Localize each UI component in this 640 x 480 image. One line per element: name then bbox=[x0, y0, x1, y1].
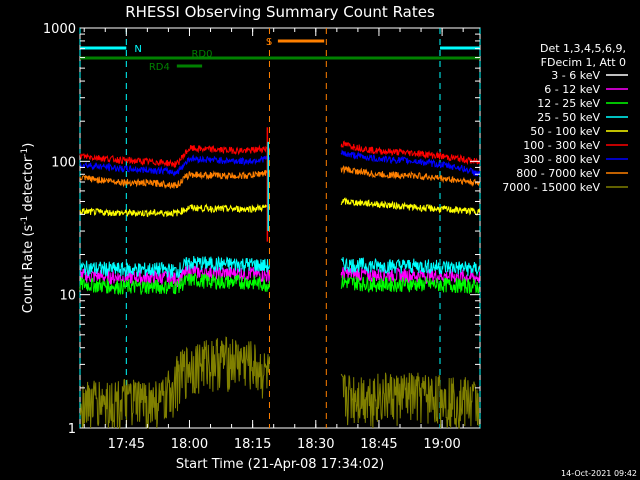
plot-frame bbox=[79, 27, 481, 429]
flag-label: N bbox=[134, 44, 141, 55]
legend-header: FDecim 1, Att 0 bbox=[541, 56, 626, 69]
legend-entry-label: 800 - 7000 keV bbox=[516, 167, 600, 180]
legend-entry-label: 12 - 25 keV bbox=[537, 97, 600, 110]
x-axis-label: Start Time (21-Apr-08 17:34:02) bbox=[176, 457, 384, 472]
footer-timestamp: 14-Oct-2021 09:42 bbox=[561, 469, 637, 478]
series-line bbox=[340, 196, 480, 216]
x-ticks: 17:45 18:00 18:15 18:30 18:45 19:00 bbox=[83, 28, 464, 452]
y-tick-label: 100 bbox=[51, 155, 76, 170]
series-line bbox=[340, 314, 480, 337]
y-tick-label: 10 bbox=[59, 289, 76, 304]
legend-header: Det 1,3,4,5,6,9, bbox=[540, 42, 626, 55]
x-tick-label: 18:15 bbox=[234, 437, 271, 452]
flag-label: RD0 bbox=[191, 49, 212, 60]
series-line bbox=[79, 144, 270, 168]
series-line bbox=[79, 203, 270, 218]
series-line bbox=[340, 266, 480, 285]
legend: Det 1,3,4,5,6,9,FDecim 1, Att 03 - 6 keV… bbox=[502, 42, 628, 194]
series-line bbox=[340, 275, 480, 294]
series-layer bbox=[79, 127, 480, 429]
y-tick-label: 1 bbox=[68, 422, 76, 437]
x-tick-label: 18:30 bbox=[297, 437, 334, 452]
series-line bbox=[79, 306, 270, 339]
y-axis-label: Count Rate (s-1 detector-1) bbox=[20, 143, 36, 314]
flag-label: RD4 bbox=[149, 62, 170, 73]
series-line bbox=[79, 264, 270, 287]
legend-entry-label: 100 - 300 keV bbox=[523, 139, 600, 152]
legend-entry-label: 7000 - 15000 keV bbox=[502, 181, 600, 194]
series-line bbox=[79, 255, 270, 279]
y-ticks: 1 10 100 1000 bbox=[43, 22, 480, 437]
series-line bbox=[79, 272, 270, 296]
x-tick-label: 19:00 bbox=[423, 437, 460, 452]
flags-layer: NSRD0RD4 bbox=[80, 37, 480, 73]
series-line bbox=[79, 154, 270, 177]
series-line bbox=[340, 164, 480, 188]
legend-entry-label: 3 - 6 keV bbox=[551, 69, 600, 82]
legend-entry-label: 6 - 12 keV bbox=[544, 83, 600, 96]
x-tick-label: 18:00 bbox=[171, 437, 208, 452]
series-line bbox=[340, 372, 480, 429]
legend-entry-label: 25 - 50 keV bbox=[537, 111, 600, 124]
series-line bbox=[340, 257, 480, 277]
chart-title: RHESSI Observing Summary Count Rates bbox=[125, 3, 435, 21]
x-tick-label: 17:45 bbox=[108, 437, 145, 452]
series-line bbox=[79, 336, 270, 429]
legend-entry-label: 300 - 800 keV bbox=[523, 153, 600, 166]
legend-entry-label: 50 - 100 keV bbox=[530, 125, 600, 138]
series-line bbox=[340, 149, 480, 177]
vlines-layer bbox=[79, 28, 481, 428]
series-line bbox=[79, 168, 270, 190]
series-line bbox=[340, 140, 480, 166]
x-tick-label: 18:45 bbox=[360, 437, 397, 452]
y-tick-label: 1000 bbox=[43, 22, 76, 37]
